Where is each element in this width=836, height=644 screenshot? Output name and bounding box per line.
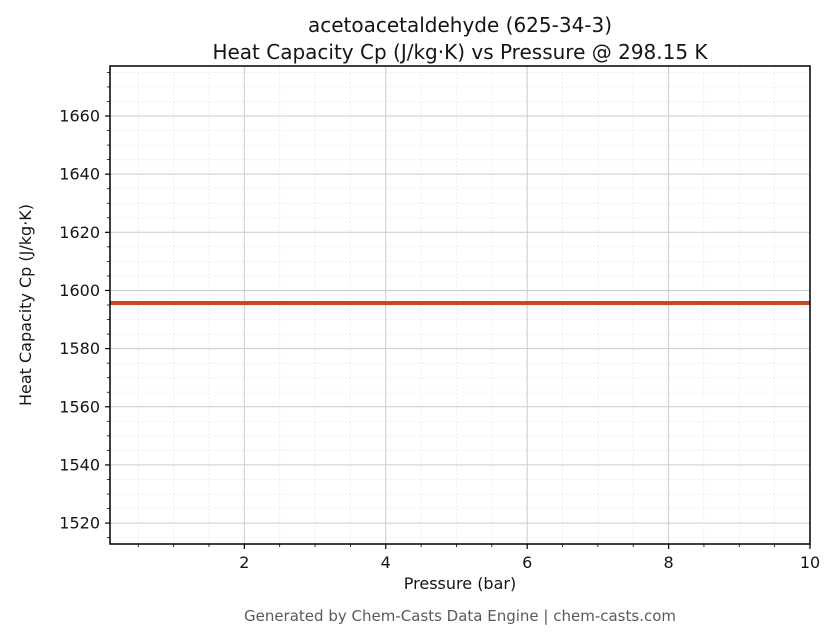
y-tick-labels: 1520 1540 1560 1580 1600 1620 1640 1660 (59, 107, 100, 533)
minor-gridlines (110, 66, 810, 544)
svg-text:10: 10 (800, 553, 820, 572)
svg-text:1620: 1620 (59, 223, 100, 242)
svg-text:6: 6 (522, 553, 532, 572)
svg-text:1520: 1520 (59, 514, 100, 533)
x-tick-labels: 2 4 6 8 10 (239, 553, 820, 572)
chart-title: acetoacetaldehyde (625-34-3) Heat Capaci… (110, 12, 810, 66)
y-axis-label: Heat Capacity Cp (J/kg·K) (16, 203, 35, 407)
svg-text:8: 8 (663, 553, 673, 572)
chart-title-line2: Heat Capacity Cp (J/kg·K) vs Pressure @ … (212, 40, 708, 64)
svg-text:1660: 1660 (59, 107, 100, 126)
svg-text:1640: 1640 (59, 165, 100, 184)
svg-text:1580: 1580 (59, 339, 100, 358)
minor-tick-marks (107, 71, 776, 547)
major-gridlines (110, 66, 811, 544)
svg-text:2: 2 (239, 553, 249, 572)
svg-text:1540: 1540 (59, 455, 100, 474)
svg-text:4: 4 (381, 553, 391, 572)
x-axis-label: Pressure (bar) (403, 574, 517, 593)
chart-footer-credit: Generated by Chem-Casts Data Engine | ch… (243, 607, 677, 625)
tick-marks (105, 115, 811, 549)
svg-text:1600: 1600 (59, 281, 100, 300)
chart-title-line1: acetoacetaldehyde (625-34-3) (307, 13, 613, 37)
svg-text:1560: 1560 (59, 397, 100, 416)
